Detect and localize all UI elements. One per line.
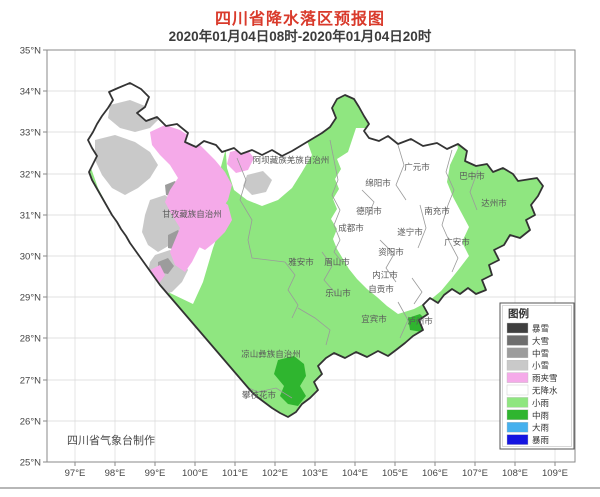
lat-tick: 29°N (20, 293, 41, 304)
lat-tick: 27°N (20, 376, 41, 387)
lat-tick: 35°N (20, 46, 41, 57)
lon-tick: 107°E (462, 468, 488, 479)
legend-label: 暴雨 (532, 435, 550, 445)
lat-axis: 35°N 34°N 33°N 32°N 31°N 30°N 29°N 28°N … (20, 46, 41, 469)
lat-tick: 34°N (20, 87, 41, 98)
region-label: 攀枝花市 (242, 390, 277, 400)
legend-swatch (506, 434, 529, 445)
legend-swatch (506, 384, 529, 396)
plot-frame (43, 49, 576, 466)
region-label: 眉山市 (324, 257, 350, 267)
legend-title: 图例 (508, 307, 529, 320)
lon-tick: 106°E (422, 468, 448, 479)
region-label: 巴中市 (459, 171, 485, 181)
lon-tick: 109°E (542, 468, 568, 479)
lon-tick: 101°E (222, 468, 248, 479)
region-label: 雅安市 (288, 257, 314, 267)
legend-label: 小雨 (532, 398, 550, 408)
lon-tick: 98°E (105, 468, 126, 479)
region-label: 资阳市 (378, 247, 404, 257)
legend-label: 大雪 (532, 336, 549, 346)
legend-swatch (506, 335, 529, 346)
region-label: 泸州市 (407, 316, 433, 326)
lon-tick: 108°E (502, 468, 528, 479)
legend-swatch (506, 360, 529, 371)
legend-swatch (506, 422, 529, 433)
region-label: 南充市 (424, 206, 450, 216)
legend-swatch (506, 322, 529, 334)
region-label: 凉山彝族自治州 (241, 349, 301, 359)
page-divider (0, 487, 600, 489)
legend-swatch (506, 397, 529, 408)
sichuan-province (87, 82, 544, 418)
region-label: 广元市 (404, 162, 430, 172)
legend: 图例 暴雪 大雪 中雪 小雪 雨夹雪 无降水 小雨 中雨 大雨 暴雨 (499, 302, 575, 450)
region-label: 阿坝藏族羌族自治州 (253, 155, 330, 165)
city-labels: 阿坝藏族羌族自治州 广元市 巴中市 绵阳市 达州市 甘孜藏族自治州 德阳市 南充… (162, 155, 507, 400)
lon-tick: 105°E (382, 468, 408, 479)
region-label: 内江市 (372, 270, 398, 280)
legend-swatch (506, 347, 529, 358)
legend-label: 雨夹雪 (532, 373, 558, 383)
lat-tick: 33°N (20, 128, 41, 139)
prefecture-borders (236, 139, 479, 399)
region-label: 达州市 (481, 198, 507, 208)
region-label: 遂宁市 (397, 227, 423, 237)
region-label: 绵阳市 (365, 178, 391, 188)
legend-label: 中雨 (532, 410, 550, 420)
credit-text: 四川省气象台制作 (67, 433, 155, 447)
region-label: 自贡市 (368, 284, 394, 294)
province-outline (87, 82, 544, 418)
lat-tick: 32°N (20, 170, 41, 181)
lon-tick: 102°E (262, 468, 288, 479)
region-label: 甘孜藏族自治州 (162, 209, 222, 219)
legend-label: 大雨 (532, 423, 550, 433)
lat-tick: 26°N (20, 417, 41, 428)
region-label: 德阳市 (356, 206, 382, 216)
legend-label: 小雪 (532, 361, 549, 371)
lat-tick: 28°N (20, 334, 41, 345)
region-label: 广安市 (444, 237, 470, 247)
lon-tick: 103°E (302, 468, 328, 479)
lon-tick: 99°E (145, 468, 166, 479)
lon-axis: 97°E 98°E 99°E 100°E 101°E 102°E 103°E 1… (65, 468, 568, 479)
forecast-period: 2020年01月04日08时-2020年01月04日20时 (168, 29, 432, 44)
lon-tick: 100°E (182, 468, 208, 479)
lon-tick: 97°E (65, 468, 86, 479)
region-label: 成都市 (338, 223, 364, 233)
lat-tick: 31°N (20, 211, 41, 222)
legend-label: 中雪 (532, 348, 549, 358)
lon-tick: 104°E (342, 468, 368, 479)
legend-label: 暴雪 (532, 324, 549, 334)
region-label: 宜宾市 (361, 314, 387, 324)
lat-tick: 30°N (20, 252, 41, 263)
region-label: 乐山市 (325, 288, 351, 298)
legend-label: 无降水 (532, 386, 558, 396)
legend-swatch (506, 409, 529, 420)
page-title: 四川省降水落区预报图 (214, 11, 385, 28)
lat-tick: 25°N (20, 458, 41, 469)
legend-swatch (506, 372, 529, 383)
